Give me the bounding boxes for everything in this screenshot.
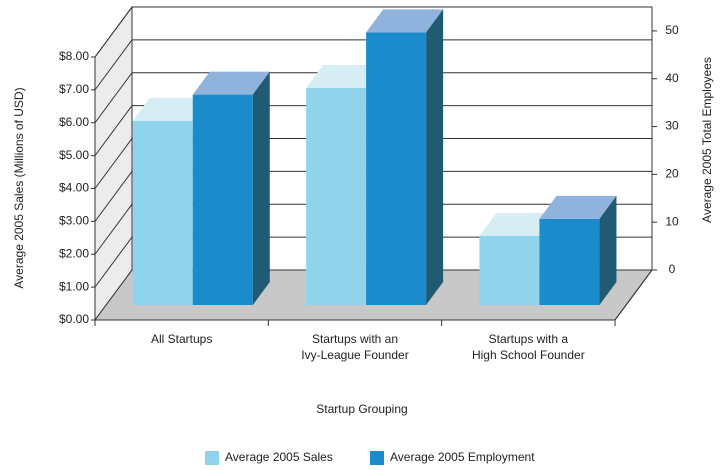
x-tick-label: Ivy-League Founder (301, 348, 408, 362)
y-tick-label: $6.00 (59, 115, 89, 129)
y2-tick-label: 20 (665, 167, 679, 181)
bar-top (306, 65, 384, 89)
bar-side (599, 195, 617, 305)
bar (539, 218, 600, 305)
x-tick-label: Startups with an (312, 332, 398, 346)
grid-line (94, 138, 652, 189)
legend-swatch (370, 451, 384, 465)
bar-top (192, 71, 270, 95)
x-axis-title: Startup Grouping (316, 402, 407, 416)
bar (192, 94, 253, 305)
bar (479, 235, 540, 305)
y-tick-label: $4.00 (59, 181, 89, 195)
grid-line (94, 236, 652, 288)
x-tick-label: High School Founder (472, 348, 585, 362)
y-tick-label: $1.00 (59, 279, 89, 293)
y2-tick-label: 50 (665, 23, 679, 37)
y2-tick-label: 40 (665, 71, 679, 85)
y-tick-label: $8.00 (59, 49, 89, 63)
y2-tick-label: 10 (665, 214, 679, 228)
x-tick-label: Startups with a (489, 332, 569, 346)
legend-swatch (205, 451, 219, 465)
grid-line (94, 203, 652, 255)
bar-side (426, 9, 444, 305)
bar (366, 32, 427, 305)
grid-line (94, 6, 652, 58)
grid-line (94, 105, 652, 156)
y-tick-label: $7.00 (59, 82, 89, 96)
grid-line (94, 170, 652, 222)
x-tick-label: All Startups (151, 332, 212, 346)
y-tick-label: $3.00 (59, 214, 89, 228)
y2-tick-label: 30 (665, 119, 679, 133)
axis-edge (614, 269, 653, 321)
y-tick-label: $5.00 (59, 148, 89, 162)
y2-tick-label: 0 (669, 262, 676, 276)
grid-line (94, 39, 652, 91)
legend-label: Average 2005 Sales (225, 450, 333, 464)
bar (306, 88, 367, 306)
y-axis-title: Average 2005 Sales (Millions of USD) (12, 87, 26, 288)
y2-axis-title: Average 2005 Total Employees (700, 57, 714, 223)
grid-line (94, 72, 652, 124)
bar-top (539, 195, 617, 219)
bar-side (252, 71, 270, 305)
bar (132, 120, 193, 306)
y-tick-label: $0.00 (59, 312, 89, 326)
bar-top (366, 9, 444, 33)
bar-top (132, 97, 210, 121)
y-tick-label: $2.00 (59, 246, 89, 260)
legend-label: Average 2005 Employment (390, 450, 535, 464)
bar-top (479, 212, 557, 236)
